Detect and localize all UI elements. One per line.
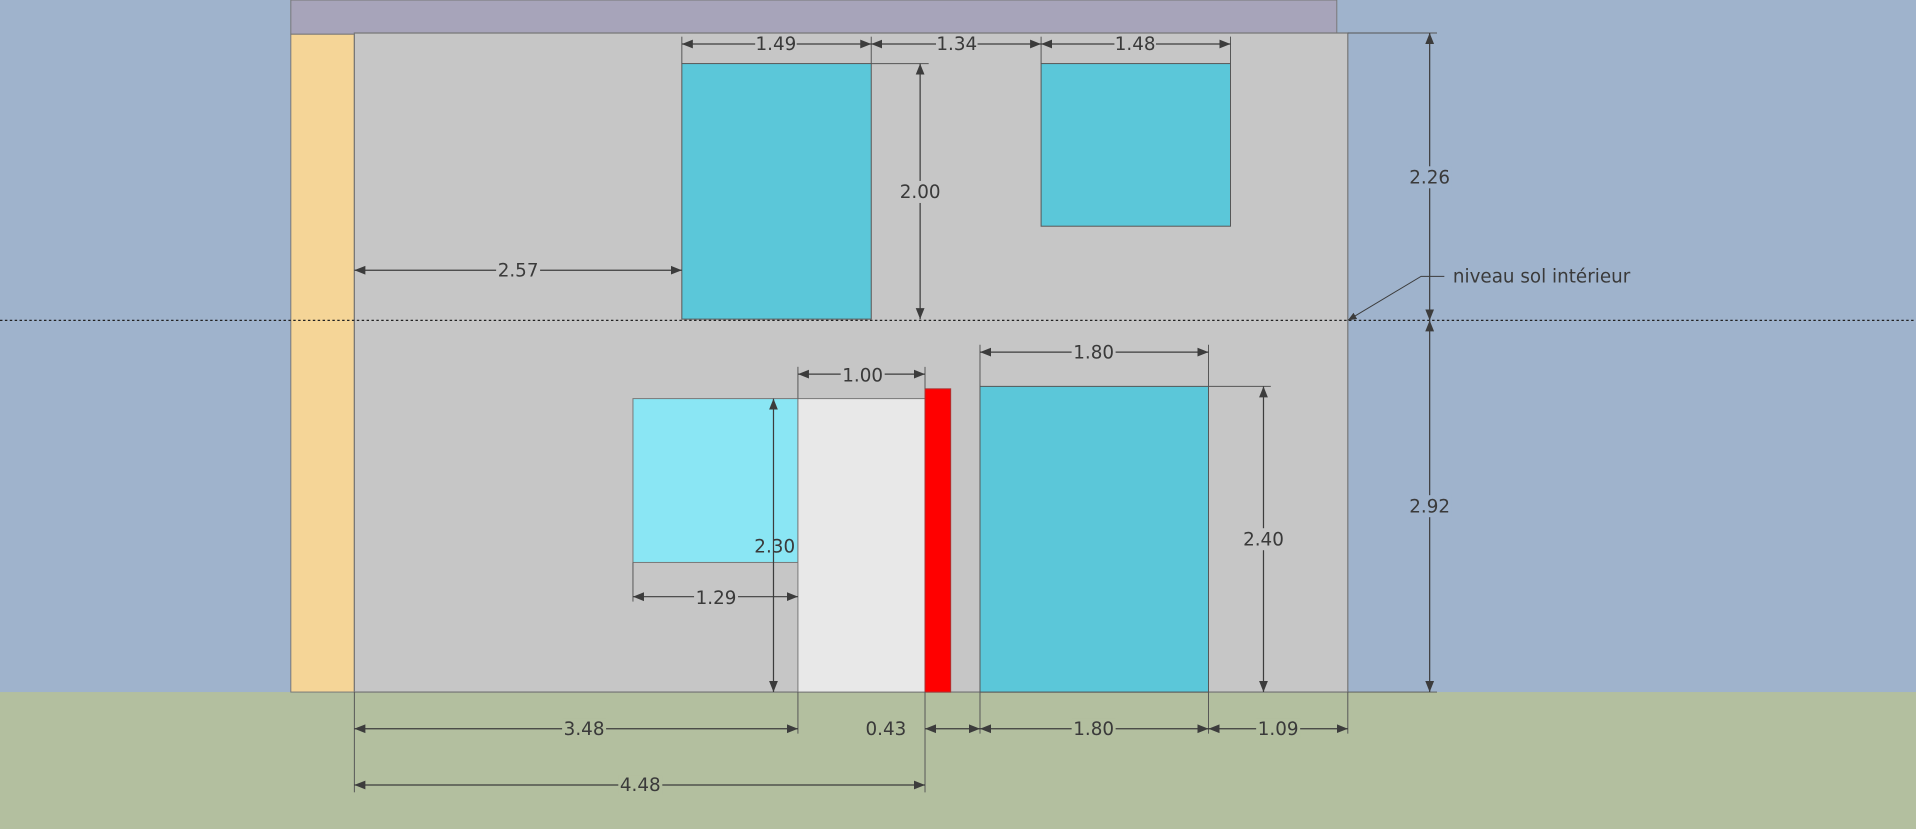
dim-bottom-window: 1.80	[1073, 719, 1114, 740]
interior-floor-level-label: niveau sol intérieur	[1453, 266, 1631, 287]
lower-large-window	[979, 385, 1209, 693]
dim-upper-left-offset: 2.57	[498, 260, 539, 281]
dim-lower-window-width: 1.80	[1073, 342, 1114, 363]
entrance-door	[797, 398, 926, 693]
dim-lower-window-height: 2.40	[1243, 529, 1284, 550]
dim-upper-window2-width: 1.48	[1115, 34, 1156, 55]
dim-bottom-left: 3.48	[564, 719, 605, 740]
dim-bottom-gap: 0.43	[866, 719, 907, 740]
upper-window-1	[681, 63, 872, 320]
upper-window-2	[1040, 63, 1231, 227]
side-wall	[290, 33, 355, 693]
dim-lower-small-window-width: 1.29	[696, 588, 737, 609]
dim-upper-window1-width: 1.49	[756, 34, 797, 55]
dim-door-width: 1.00	[842, 365, 883, 386]
dim-bottom-total: 4.48	[620, 775, 661, 796]
dim-upper-gap: 1.34	[936, 34, 977, 55]
red-element	[924, 388, 952, 693]
dim-bottom-right: 1.09	[1258, 719, 1299, 740]
roof-band	[290, 0, 1338, 35]
dim-door-height: 2.30	[754, 537, 795, 558]
ground	[0, 692, 1916, 829]
dim-lower-total-height: 2.92	[1409, 496, 1450, 517]
dim-upper-window1-height: 2.00	[900, 182, 941, 203]
dim-upper-total-height: 2.26	[1409, 167, 1450, 188]
annotation-leader	[1347, 275, 1445, 321]
